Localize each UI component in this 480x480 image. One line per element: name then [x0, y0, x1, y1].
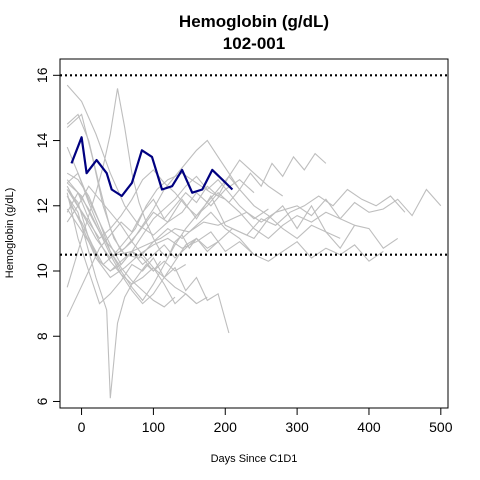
x-tick-label-300: 300 [285, 419, 309, 435]
background-series-line-11 [66, 113, 341, 253]
x-tick-label-200: 200 [214, 419, 238, 435]
y-tick-label-6: 6 [34, 397, 50, 405]
background-series-line-13 [66, 88, 197, 288]
background-series-group [66, 84, 442, 399]
background-series-line-14 [66, 159, 284, 302]
background-series-line-10 [66, 152, 327, 317]
y-axis-label: Hemoglobin (g/dL) [4, 188, 16, 279]
background-series-line-2 [66, 189, 399, 259]
background-series-line-18 [66, 175, 269, 272]
x-tick-label-400: 400 [357, 419, 381, 435]
y-tick-label-14: 14 [34, 133, 50, 149]
y-tick-label-12: 12 [34, 198, 50, 214]
background-series-line-5 [70, 172, 355, 266]
background-series-line-19 [66, 172, 176, 308]
y-axis: 6 8 10 12 14 16 [34, 67, 61, 405]
y-tick-label-16: 16 [34, 67, 50, 83]
x-tick-label-100: 100 [142, 419, 166, 435]
background-series-line-3 [66, 84, 255, 236]
background-series-line-12 [66, 195, 162, 399]
plot-frame [59, 58, 449, 409]
background-series-line-17 [66, 179, 197, 305]
x-tick-label-500: 500 [429, 419, 453, 435]
background-series-line-20 [66, 185, 208, 305]
background-series-line-8 [66, 188, 406, 272]
chart-subtitle: 102-001 [223, 34, 285, 53]
chart-title: Hemoglobin (g/dL) [179, 12, 329, 31]
y-tick-label-8: 8 [34, 332, 50, 340]
highlight-series-group [70, 136, 234, 198]
x-axis-label: Days Since C1D1 [211, 453, 298, 465]
highlight-series-line [70, 136, 234, 198]
background-series-line-15 [66, 191, 219, 305]
y-tick-label-10: 10 [34, 263, 50, 279]
x-axis: 0 100 200 300 400 500 [78, 407, 453, 435]
x-tick-label-0: 0 [78, 419, 86, 435]
background-series-line-6 [66, 195, 384, 279]
